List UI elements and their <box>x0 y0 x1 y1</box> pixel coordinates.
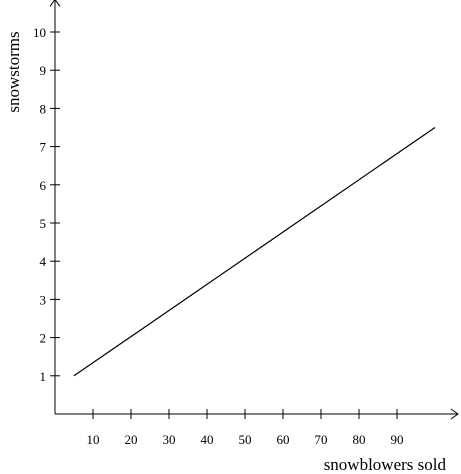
x-axis-arrow <box>450 408 459 420</box>
x-tick-label: 90 <box>391 432 404 447</box>
x-tick-label: 60 <box>277 432 290 447</box>
y-ticks: 1 2 3 4 5 6 7 8 9 10 <box>33 25 60 384</box>
x-tick-label: 40 <box>201 432 214 447</box>
y-axis-label: snowstorms <box>4 31 23 112</box>
x-axis-label: snowblowers sold <box>324 455 447 474</box>
y-tick-label: 7 <box>40 140 47 155</box>
y-axis-arrow <box>49 0 61 7</box>
y-tick-label: 5 <box>40 216 47 231</box>
y-tick-label: 4 <box>40 254 47 269</box>
y-tick-label: 1 <box>40 369 47 384</box>
y-tick-label: 6 <box>40 178 47 193</box>
x-tick-label: 70 <box>315 432 328 447</box>
y-tick-label: 3 <box>40 292 47 307</box>
x-ticks: 10 20 30 40 50 60 70 80 90 <box>87 409 404 447</box>
x-tick-label: 30 <box>163 432 176 447</box>
series-line <box>73 127 436 377</box>
y-tick-label: 8 <box>40 101 47 116</box>
x-tick-label: 50 <box>239 432 252 447</box>
x-tick-label: 20 <box>125 432 138 447</box>
y-tick-label: 10 <box>33 25 46 40</box>
x-tick-label: 80 <box>353 432 366 447</box>
series <box>73 127 436 377</box>
x-tick-label: 10 <box>87 432 100 447</box>
y-tick-label: 9 <box>40 63 47 78</box>
y-tick-label: 2 <box>40 331 47 346</box>
axes <box>49 0 459 420</box>
